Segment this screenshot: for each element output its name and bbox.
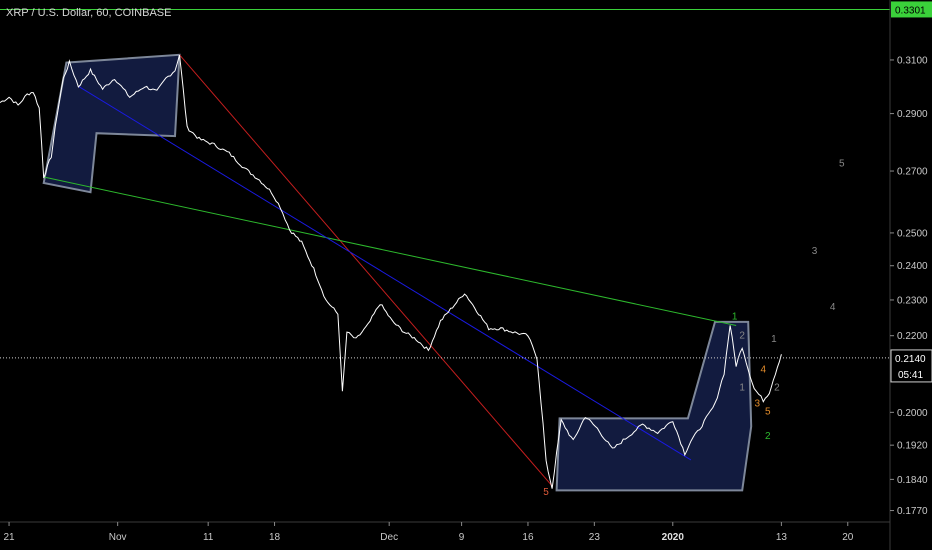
wave-label: 5	[765, 406, 771, 417]
price-series	[0, 54, 782, 489]
y-tick-label: 0.2300	[897, 295, 928, 306]
wave-label: 2	[765, 431, 771, 442]
x-tick-label: 9	[459, 532, 465, 543]
x-axis[interactable]: 21 Nov 11 18 Dec 9 16 23 2020 13 20	[0, 521, 890, 543]
accumulation-box-right	[555, 320, 753, 492]
wave-label: 1	[771, 334, 777, 345]
red-trendline	[179, 54, 553, 487]
wave-label: 2	[774, 383, 780, 394]
wave-label: 4	[761, 364, 767, 375]
y-tick-label: 0.2700	[897, 167, 928, 178]
drawing-shapes	[42, 53, 753, 492]
y-tick-label: 0.2000	[897, 408, 928, 419]
wave-label: 4	[830, 302, 836, 313]
chart-title: XRP / U.S. Dollar, 60, COINBASE	[6, 7, 172, 19]
current-price-label: 0.2140	[895, 354, 926, 365]
y-tick-label: 0.1920	[897, 441, 928, 452]
y-tick-label: 0.2500	[897, 228, 928, 239]
x-tick-label: 18	[269, 532, 281, 543]
green-trendline	[43, 176, 737, 327]
wave-label: 2	[739, 331, 745, 342]
price-line-price	[0, 54, 782, 489]
x-tick-label: Dec	[380, 532, 398, 543]
y-axis[interactable]: 0.3100 0.2900 0.2700 0.2500 0.2400 0.2300 0.22…	[889, 0, 932, 550]
accumulation-box-left	[42, 53, 181, 194]
bar-timer-label: 05:41	[898, 370, 923, 381]
y-tick-label: 0.2900	[897, 109, 928, 120]
wave-label: 5	[839, 159, 845, 170]
wave-label: 1	[739, 383, 745, 394]
y-tick-label: 0.3100	[897, 55, 928, 66]
wave-label: 3	[812, 246, 818, 257]
blue-trendline	[78, 85, 692, 461]
x-tick-label: 11	[203, 532, 214, 543]
y-tick-label: 0.2200	[897, 331, 928, 342]
top-level-badge	[891, 1, 932, 18]
current-price-badge	[890, 349, 932, 383]
x-tick-label: 2020	[662, 532, 685, 543]
wave-label: 1	[732, 311, 738, 322]
wave-label: 5	[543, 487, 549, 498]
top-level-label: 0.3301	[895, 5, 926, 16]
x-tick-label: 20	[842, 532, 854, 543]
wave-label: 3	[754, 398, 760, 409]
x-tick-label: 16	[522, 532, 534, 543]
y-tick-label: 0.1840	[897, 475, 928, 486]
x-tick-label: 21	[3, 532, 15, 543]
trendlines	[43, 54, 737, 487]
y-tick-label: 0.2400	[897, 261, 928, 272]
price-levels	[0, 8, 890, 359]
x-tick-label: 23	[589, 532, 601, 543]
y-tick-label: 0.1770	[897, 506, 928, 517]
x-tick-label: Nov	[109, 532, 127, 543]
x-tick-label: 13	[776, 532, 788, 543]
